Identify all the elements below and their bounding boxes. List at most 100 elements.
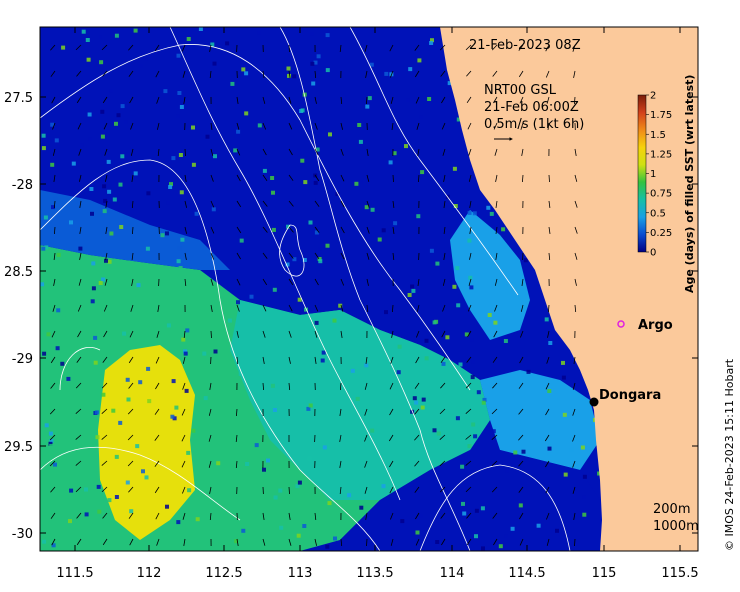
y-tick-label: -30 [12,527,33,542]
sst-pixel [350,368,355,373]
sst-pixel [60,361,65,366]
sst-pixel [327,501,332,506]
sst-pixel [471,422,476,427]
current-arrow [465,486,472,493]
current-arrow [77,330,82,338]
sst-pixel [333,536,337,541]
sst-pixel [467,238,472,243]
sst-pixel [123,215,128,220]
current-arrow [493,330,498,338]
current-arrow [491,408,498,415]
current-arrow [235,434,238,442]
sst-age-field [40,190,600,551]
sst-pixel [163,89,168,94]
current-arrow [548,200,551,208]
current-arrow [439,44,446,51]
sst-pixel [384,310,388,315]
current-arrow [101,408,108,414]
current-arrow [416,330,420,338]
current-arrow [181,460,186,468]
current-arrow [439,486,446,493]
sst-pixel [474,534,478,539]
current-arrow [236,304,240,312]
sst-pixel [346,200,351,205]
sst-pixel [54,138,59,143]
sst-pixel [234,539,239,544]
sst-pixel [176,53,181,58]
current-arrow [104,278,108,286]
current-arrow [154,44,160,52]
sst-pixel [597,471,602,476]
sst-pixel [416,214,421,219]
sst-pixel [314,320,319,325]
current-arrow [466,96,472,104]
current-arrow [574,252,578,260]
sst-pixel [42,539,47,544]
sst-pixel [107,498,112,503]
current-arrow [468,278,472,286]
current-arrow [340,330,343,338]
y-axis-latitude: 27.5 -28 28.5 -29 29.5 -30 [4,91,698,542]
current-arrow [573,356,576,364]
current-arrow [518,70,524,78]
sst-pixel [297,147,301,152]
sst-pixel [441,361,446,366]
sst-pixel [370,428,375,433]
current-arrow [574,148,577,156]
sst-pixel [233,148,238,153]
current-arrow [76,70,82,77]
sst-pixel [107,189,112,194]
current-arrow [465,382,472,389]
sst-pixel [304,307,308,312]
current-arrow [183,538,186,546]
current-arrow [314,96,317,104]
current-arrow [519,538,524,546]
current-arrow [519,96,524,104]
current-arrow [76,96,82,104]
current-arrow [131,252,134,260]
current-arrow [441,96,446,104]
sst-pixel [287,73,291,78]
current-arrow [53,278,56,286]
current-arrow [573,512,576,520]
sst-pixel [489,211,494,216]
current-arrow [184,174,187,182]
sst-pixel [262,168,267,173]
current-arrow [339,44,342,52]
current-arrow [494,304,498,312]
sst-pixel [186,450,191,455]
current-arrow [519,356,524,364]
current-arrow [414,382,420,389]
surface-current-arrows [49,44,578,547]
sst-pixel [109,231,114,236]
current-arrow [262,304,267,312]
current-arrow [417,148,420,156]
sst-pixel [273,408,277,412]
sst-pixel [447,81,452,86]
current-arrow [288,486,290,495]
sst-pixel [510,526,515,531]
contour-line [279,27,471,551]
current-arrow [366,174,370,182]
sst-pixel [257,30,262,35]
sst-pixel [468,275,473,280]
current-arrow [340,174,345,182]
current-arrow [314,538,317,546]
current-arrow [574,200,578,208]
sst-pixel [236,129,241,134]
current-arrow [392,226,395,234]
sst-pixel [171,156,176,161]
current-arrow [79,174,82,182]
sst-pixel [40,282,45,287]
current-arrow [390,70,394,78]
current-arrow [443,200,446,208]
current-arrow [545,44,550,52]
sst-pixel [88,137,93,142]
sst-pixel [580,445,585,450]
current-arrow [572,408,576,416]
current-arrow [157,122,160,130]
current-arrow [262,512,265,520]
current-arrow [340,200,345,208]
sst-pixel [133,171,138,176]
sst-pixel [365,104,370,109]
